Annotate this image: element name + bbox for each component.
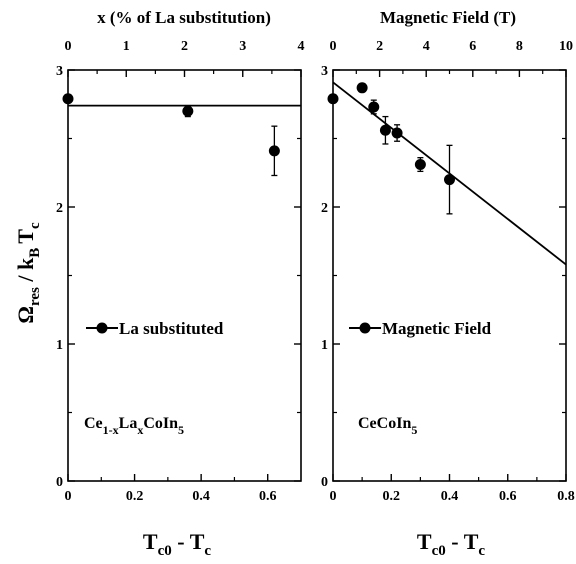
right-y-tick-label: 2 [321, 201, 328, 216]
left-legend-marker [96, 322, 108, 334]
left-top-tick-label: 1 [123, 39, 130, 54]
right-top-tick-label: 6 [469, 39, 476, 54]
right-y-tick-label: 3 [321, 64, 328, 79]
left-y-tick-label: 2 [56, 201, 63, 216]
right-x-tick-label: 0.8 [557, 489, 575, 504]
right-x-axis-label: Tc0 - Tc [417, 529, 485, 559]
left-y-tick-label: 0 [56, 475, 63, 490]
left-data-point [62, 93, 74, 105]
left-legend-label: La substituted [119, 319, 224, 338]
left-data-point [182, 105, 194, 117]
right-top-tick-label: 2 [376, 39, 383, 54]
right-x-tick-label: 0.2 [383, 489, 401, 504]
right-data-point [414, 159, 426, 171]
left-y-tick-label: 1 [56, 338, 63, 353]
right-top-tick-label: 8 [516, 39, 523, 54]
y-axis-label: Ωres / kBTc [13, 222, 43, 324]
left-top-tick-label: 0 [65, 39, 72, 54]
left-x-axis-label: Tc0 - Tc [143, 529, 211, 559]
right-data-point [327, 93, 339, 105]
left-plot-frame [67, 69, 302, 482]
left-y-tick-label: 3 [56, 64, 63, 79]
left-top-tick-label: 2 [181, 39, 188, 54]
left-data-point [268, 145, 280, 157]
right-data-point [391, 127, 403, 139]
right-data-point [379, 124, 391, 136]
right-data-point [356, 82, 368, 94]
right-top-tick-label: 4 [423, 39, 430, 54]
right-compound-label: CeCoIn5 [358, 415, 417, 437]
left-compound-label: Ce1-xLaxCoIn5 [84, 415, 184, 437]
right-y-tick-label: 1 [321, 338, 328, 353]
right-top-axis-title: Magnetic Field (T) [380, 8, 516, 27]
left-top-tick-label: 4 [298, 39, 305, 54]
right-x-tick-label: 0 [330, 489, 337, 504]
left-x-tick-label: 0 [65, 489, 72, 504]
left-x-tick-label: 0.2 [126, 489, 144, 504]
left-x-tick-label: 0.4 [192, 489, 210, 504]
right-data-point [368, 101, 380, 113]
right-data-point [444, 174, 455, 186]
right-x-tick-label: 0.4 [441, 489, 459, 504]
right-x-tick-label: 0.6 [499, 489, 517, 504]
right-y-tick-label: 0 [321, 475, 328, 490]
right-legend-label: Magnetic Field [382, 319, 492, 338]
right-top-tick-label: 10 [559, 39, 573, 54]
left-top-axis-title: x (% of La substitution) [97, 8, 271, 27]
right-top-tick-label: 0 [330, 39, 337, 54]
left-x-tick-label: 0.6 [259, 489, 277, 504]
left-top-tick-label: 3 [239, 39, 246, 54]
right-legend-marker [359, 322, 371, 334]
